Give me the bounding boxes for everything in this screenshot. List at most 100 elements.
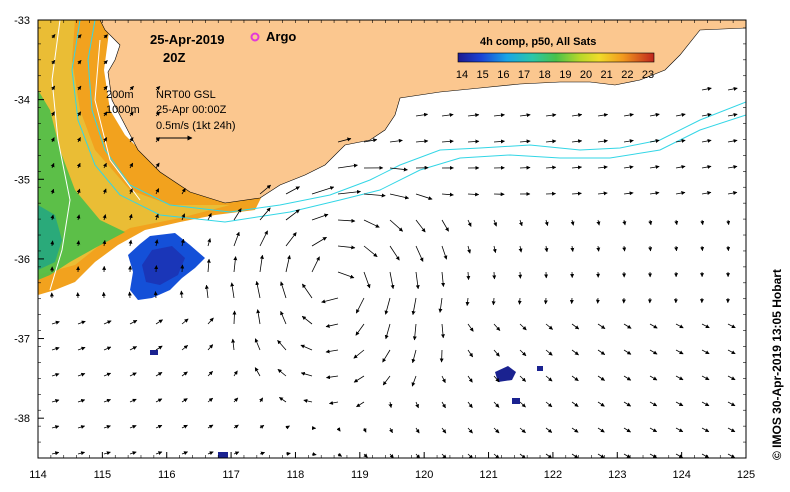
current-vector: [155, 424, 163, 429]
current-vector: [51, 451, 60, 456]
current-vector: [181, 187, 186, 195]
current-vector: [77, 85, 82, 91]
current-vector: [51, 372, 60, 377]
current-vector: [76, 240, 81, 247]
contour-label-200m: 200m: [106, 89, 134, 101]
current-vector: [256, 309, 261, 325]
current-vector: [649, 139, 660, 143]
current-vector: [389, 453, 394, 458]
current-vector: [384, 297, 391, 315]
current-vector: [259, 184, 271, 195]
current-vector: [597, 401, 605, 407]
current-vector: [129, 372, 137, 377]
current-vector: [440, 323, 445, 339]
current-vector: [415, 112, 429, 117]
current-vector: [155, 162, 160, 169]
current-vector: [285, 186, 300, 195]
current-vector: [384, 323, 391, 340]
current-vector: [622, 245, 627, 252]
current-vector: [233, 231, 240, 247]
current-vector: [544, 219, 549, 226]
current-vector: [467, 427, 473, 434]
current-vector: [155, 86, 161, 91]
current-vector: [51, 346, 60, 351]
colorbar-tick-label: 17: [518, 69, 530, 81]
current-vector: [326, 375, 339, 380]
current-vector: [441, 271, 446, 287]
current-vector: [77, 398, 86, 403]
current-vector: [493, 219, 497, 227]
sst-teal-patch: [38, 205, 62, 270]
map-hour: 20Z: [163, 50, 185, 65]
current-vector: [129, 319, 138, 325]
current-vector: [726, 219, 731, 226]
current-vector: [51, 425, 60, 430]
current-vector: [103, 34, 108, 39]
current-vector: [493, 427, 500, 434]
current-vector: [337, 271, 355, 279]
y-tick-label: -37: [14, 334, 30, 346]
current-vector: [571, 165, 583, 170]
current-vector: [545, 139, 557, 144]
current-vector: [233, 397, 239, 403]
current-vector: [491, 297, 496, 306]
current-vector: [623, 349, 632, 355]
current-vector: [129, 162, 134, 169]
current-vector: [311, 452, 317, 457]
current-vector: [623, 427, 631, 433]
current-vector: [649, 112, 660, 117]
sst-cold-speck-1: [495, 366, 516, 382]
current-vector: [103, 425, 111, 429]
current-vector: [337, 218, 356, 223]
current-vector: [675, 323, 684, 329]
current-vector: [570, 219, 575, 226]
current-vector: [388, 401, 393, 409]
current-vector: [285, 255, 291, 273]
current-vector: [337, 137, 352, 143]
current-vector: [76, 137, 81, 143]
current-vector: [153, 291, 158, 299]
current-vector: [467, 375, 473, 383]
current-vector: [254, 367, 261, 377]
current-vector: [438, 297, 443, 313]
current-vector: [727, 401, 736, 407]
current-vector: [412, 323, 417, 341]
map-frame: [37, 19, 747, 459]
current-vector: [623, 453, 631, 458]
current-vector: [50, 162, 55, 169]
current-vector: [279, 396, 287, 403]
current-vector: [129, 451, 137, 455]
x-tick-label: 119: [351, 469, 369, 481]
current-vector: [701, 86, 712, 91]
current-vector: [102, 214, 107, 221]
current-vector: [518, 219, 523, 227]
current-vector: [363, 245, 378, 258]
current-vector: [155, 451, 163, 455]
colorbar-tick-label: 18: [539, 69, 551, 81]
current-vector: [727, 191, 738, 195]
current-vector: [204, 284, 209, 299]
current-vector: [493, 323, 501, 331]
current-vector: [571, 113, 583, 118]
contour-label-1000m: 1000m: [106, 104, 140, 116]
current-vector: [103, 60, 108, 65]
current-vector: [285, 209, 300, 221]
current-vector: [411, 375, 417, 387]
current-vector: [675, 138, 686, 143]
current-vector: [155, 398, 163, 403]
x-tick-label: 122: [544, 469, 562, 481]
current-vector: [77, 425, 86, 429]
current-vector: [597, 165, 608, 170]
current-vector: [206, 258, 211, 273]
current-vector: [355, 323, 365, 336]
current-vector: [519, 113, 531, 118]
current-vector: [441, 113, 454, 117]
current-vector: [545, 349, 553, 356]
current-vector: [492, 245, 497, 254]
current-vector: [623, 139, 634, 144]
current-vector: [77, 346, 86, 351]
map-date: 25-Apr-2019: [150, 32, 224, 47]
current-vector: [328, 400, 339, 405]
y-tick-label: -36: [14, 254, 30, 266]
current-vector: [353, 349, 365, 359]
